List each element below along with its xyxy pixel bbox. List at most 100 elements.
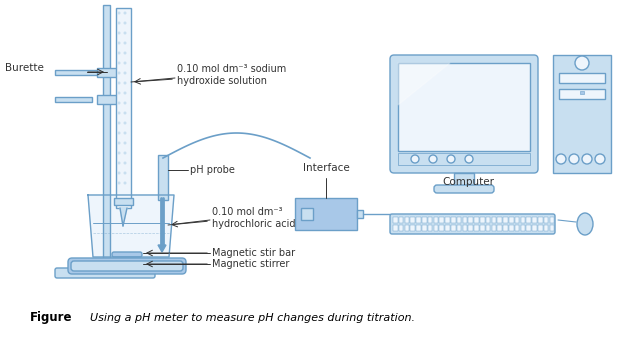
FancyBboxPatch shape	[390, 55, 538, 173]
Bar	[463, 217, 467, 223]
Text: Figure: Figure	[30, 311, 73, 324]
Bar	[428, 225, 432, 231]
Circle shape	[447, 155, 455, 163]
Bar	[428, 217, 432, 223]
Bar	[532, 217, 537, 223]
Bar	[457, 217, 461, 223]
Bar	[538, 217, 543, 223]
Circle shape	[124, 102, 126, 104]
Bar	[114, 198, 133, 205]
Circle shape	[411, 155, 419, 163]
Bar	[497, 217, 502, 223]
Text: pH probe: pH probe	[190, 165, 235, 175]
Circle shape	[575, 56, 589, 70]
Bar	[399, 225, 403, 231]
Bar	[463, 225, 467, 231]
Text: Burette: Burette	[5, 63, 44, 73]
Bar	[454, 173, 474, 187]
Bar	[399, 217, 403, 223]
Bar	[492, 217, 496, 223]
Bar	[103, 5, 110, 275]
Polygon shape	[88, 195, 174, 257]
Text: 0.10 mol dm⁻³
hydrochloric acid: 0.10 mol dm⁻³ hydrochloric acid	[212, 207, 295, 229]
Bar	[486, 225, 490, 231]
Bar	[521, 225, 525, 231]
Bar	[559, 73, 605, 83]
Circle shape	[124, 82, 126, 85]
Bar	[503, 217, 508, 223]
Circle shape	[429, 155, 437, 163]
Bar	[433, 217, 438, 223]
Bar	[97, 68, 119, 77]
Circle shape	[124, 41, 126, 45]
Bar	[503, 225, 508, 231]
Text: Magnetic stirrer: Magnetic stirrer	[212, 259, 290, 269]
Circle shape	[124, 121, 126, 124]
Bar	[116, 8, 131, 208]
Polygon shape	[158, 245, 166, 252]
Bar	[398, 153, 530, 165]
Circle shape	[117, 91, 121, 95]
Circle shape	[124, 51, 126, 54]
Polygon shape	[398, 63, 450, 105]
Circle shape	[124, 32, 126, 34]
Bar	[559, 89, 605, 99]
Bar	[439, 225, 444, 231]
Bar	[97, 95, 119, 104]
Bar	[404, 225, 409, 231]
Text: Using a pH meter to measure pH changes during titration.: Using a pH meter to measure pH changes d…	[90, 313, 415, 323]
Circle shape	[124, 71, 126, 74]
Circle shape	[124, 112, 126, 115]
Circle shape	[582, 154, 592, 164]
Bar	[301, 208, 313, 220]
Bar	[433, 225, 438, 231]
Circle shape	[124, 12, 126, 15]
Bar	[521, 217, 525, 223]
Bar	[532, 225, 537, 231]
Circle shape	[117, 102, 121, 104]
Bar	[451, 225, 456, 231]
Bar	[550, 225, 554, 231]
Bar	[509, 225, 514, 231]
Circle shape	[117, 21, 121, 24]
Circle shape	[117, 162, 121, 165]
Bar	[422, 225, 427, 231]
Bar	[416, 225, 421, 231]
Circle shape	[117, 41, 121, 45]
Bar	[55, 97, 92, 102]
Circle shape	[595, 154, 605, 164]
Circle shape	[117, 182, 121, 185]
Bar	[398, 63, 530, 151]
Bar	[393, 225, 398, 231]
Text: Computer: Computer	[442, 177, 494, 187]
Circle shape	[117, 71, 121, 74]
Bar	[526, 217, 531, 223]
Bar	[480, 217, 485, 223]
Bar	[515, 217, 519, 223]
FancyBboxPatch shape	[112, 252, 142, 257]
Bar	[509, 217, 514, 223]
Bar	[357, 210, 363, 218]
Circle shape	[124, 182, 126, 185]
Bar	[439, 217, 444, 223]
Circle shape	[117, 62, 121, 65]
Circle shape	[117, 152, 121, 154]
FancyBboxPatch shape	[390, 214, 555, 234]
Circle shape	[117, 171, 121, 174]
Text: Magnetic stir bar: Magnetic stir bar	[212, 248, 295, 258]
Bar	[475, 217, 479, 223]
Bar	[468, 225, 473, 231]
Circle shape	[124, 141, 126, 144]
Circle shape	[124, 162, 126, 165]
Circle shape	[124, 21, 126, 24]
Bar	[445, 225, 450, 231]
Circle shape	[465, 155, 473, 163]
Bar	[538, 225, 543, 231]
Circle shape	[117, 32, 121, 34]
Bar	[55, 70, 97, 75]
Ellipse shape	[577, 213, 593, 235]
Circle shape	[569, 154, 579, 164]
FancyBboxPatch shape	[68, 258, 186, 274]
Bar	[526, 225, 531, 231]
Bar	[393, 217, 398, 223]
